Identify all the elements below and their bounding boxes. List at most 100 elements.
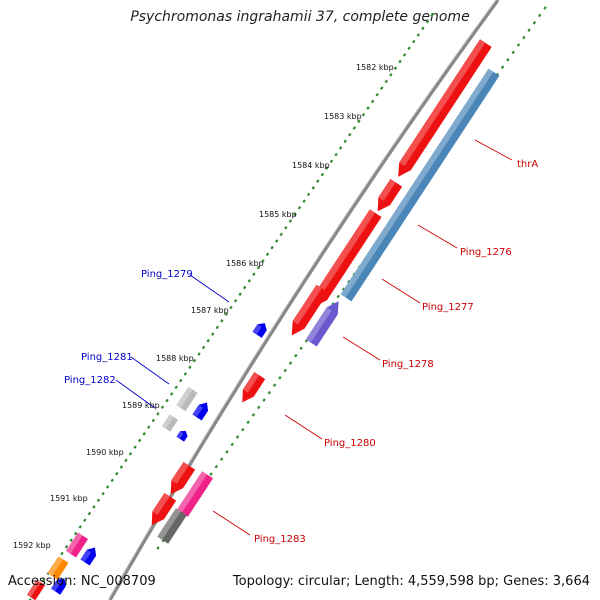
scale-tick-mark [421, 26, 425, 31]
gene-orange-small-shade [47, 556, 63, 577]
gene-blue-small-b-shade [176, 431, 184, 439]
scale-tick-mark [430, 13, 434, 17]
scale-tick-mark [284, 225, 288, 230]
gene-red-pair-b-shade [152, 492, 170, 515]
scale-label: 1592 kbp [13, 541, 51, 550]
scale-tick-mark [538, 13, 542, 18]
gene-label-right: Ping_1283 [254, 534, 306, 545]
scale-tick-mark [156, 546, 160, 550]
scale-tick-mark [516, 43, 521, 47]
scale-tick-mark [179, 378, 183, 383]
scale-tick-mark [522, 35, 526, 40]
scale-tick-mark [543, 6, 547, 10]
gene-orange-small [47, 556, 69, 580]
gene-label-right: Ping_1280 [324, 438, 376, 449]
scale-tick-mark [206, 338, 210, 343]
scale-tick-mark [334, 152, 338, 157]
gene-blue-small-a-shade [192, 404, 204, 418]
gene-ping-1282 [161, 414, 179, 432]
scale-tick-mark [412, 39, 416, 44]
scale-tick-mark [316, 179, 320, 183]
scale-tick-mark [105, 485, 110, 489]
scale-tick-mark [60, 551, 64, 556]
scale-tick-mark [532, 21, 537, 25]
scale-tick-mark [115, 471, 119, 476]
map-labels: 1582 kbp 1583 kbp 1584 kbp 1585 kbp 1586 kbp… [13, 63, 538, 550]
scale-tick-mark [527, 28, 531, 32]
gene-red-pair-b [151, 492, 177, 526]
scale-tick-mark [201, 345, 206, 350]
scale-tick-mark [274, 239, 279, 243]
gene-red-pair-a [170, 461, 196, 495]
scale-tick-mark [209, 472, 213, 476]
scale-tick-mark [137, 438, 142, 443]
gene-label-left: Ping_1282 [64, 375, 116, 386]
gene-ping-1278-red-shade [292, 284, 322, 325]
scale-tick-mark [343, 139, 347, 144]
scale-tick-mark [156, 412, 160, 416]
scale-tick-mark [28, 598, 32, 600]
scale-tick-mark [500, 65, 505, 69]
leader-thrA [474, 139, 513, 161]
leader-ping-1283 [212, 510, 251, 536]
scale-tick-mark [211, 332, 215, 336]
scale-tick-mark [192, 358, 197, 363]
scale-tick-mark [251, 413, 256, 417]
scale-tick-mark [225, 450, 229, 454]
page-title: Psychromonas ingrahamii 37, complete gen… [130, 9, 470, 25]
scale-tick-mark [329, 159, 334, 164]
scale-tick-mark [389, 73, 393, 77]
gene-ping-1278-shade [305, 307, 332, 343]
scale-tick-mark [147, 425, 151, 429]
gene-ping-1276 [377, 178, 403, 212]
scale-tick-mark [238, 292, 242, 296]
scale-tick-mark [325, 166, 329, 170]
gene-pink-small-shade [65, 532, 83, 554]
scale-label: 1587 kbp [191, 306, 229, 315]
scale-tick-mark [220, 319, 224, 323]
scale-tick-mark [336, 294, 340, 299]
scale-tick-mark [288, 361, 293, 365]
gene-darkgrey-block-shade [157, 508, 181, 540]
scale-tick-mark [262, 398, 266, 402]
scale-tick-mark [128, 451, 133, 456]
scale-tick-mark [366, 106, 370, 110]
scale-tick-mark [304, 339, 309, 343]
scale-tick-mark [278, 376, 282, 380]
scale-tick-mark [169, 392, 174, 396]
scale-tick-mark [110, 478, 114, 483]
scale-label: 1584 kbp [292, 161, 330, 170]
gene-ping-1280-shade [242, 372, 260, 393]
scale-tick-mark [256, 265, 261, 270]
scale-tick-mark [361, 112, 366, 117]
leader-ping-1279 [189, 274, 230, 303]
scale-tick-mark [78, 525, 82, 529]
gene-label-right: Ping_1276 [460, 247, 512, 258]
scale-tick-mark [229, 305, 233, 310]
scale-tick-mark [188, 365, 192, 370]
scale-tick-mark [215, 325, 219, 330]
scale-tick-mark [279, 232, 283, 237]
scale-tick-mark [272, 383, 277, 388]
scale-tick-mark [142, 432, 146, 436]
scale-tick-mark [338, 146, 343, 150]
scale-tick-mark [393, 66, 398, 70]
leader-ping-1280 [284, 414, 323, 440]
scale-tick-mark [293, 212, 297, 217]
scale-tick-mark [119, 465, 124, 469]
scale-tick-mark [370, 99, 375, 104]
scale-label: 1591 kbp [50, 494, 88, 503]
leader-ping-1282 [115, 379, 156, 409]
gene-steelblue-block-shade [340, 68, 494, 298]
scale-tick-mark [133, 445, 137, 449]
gene-blue-small-c-shade [80, 549, 92, 563]
scale-tick-mark [380, 86, 384, 90]
scale-tick-mark [197, 352, 201, 356]
scale-tick-mark [348, 132, 352, 137]
accession-text: Accession: NC_008709 [8, 574, 156, 589]
scale-tick-mark [241, 427, 245, 432]
scale-tick-mark [235, 435, 240, 439]
scale-tick-mark [247, 279, 251, 283]
leader-ping-1281 [130, 356, 170, 385]
